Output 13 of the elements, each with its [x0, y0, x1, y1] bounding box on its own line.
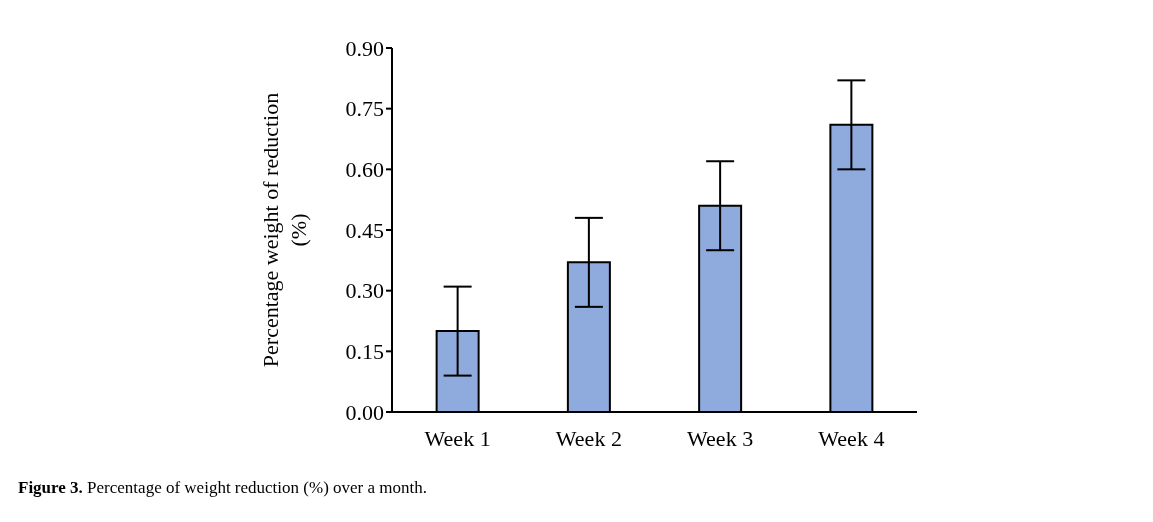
y-tick-label: 0.45: [345, 217, 384, 243]
x-tick-label: Week 1: [424, 425, 491, 451]
y-tick-label: 0.30: [345, 278, 384, 304]
y-tick-label: 0.15: [345, 339, 384, 365]
caption: Figure 3. Percentage of weight reduction (%) over a month.: [18, 478, 428, 498]
y-tick-label: 0.60: [345, 157, 384, 183]
x-tick-label: Week 2: [555, 425, 622, 451]
y-tick-label: 0.00: [345, 399, 384, 425]
y-axis-title: Percentage weight of reduction (%): [258, 92, 311, 368]
x-tick-label: Week 3: [687, 425, 754, 451]
x-tick-label: Week 4: [818, 425, 885, 451]
y-tick-label: 0.75: [345, 96, 384, 122]
y-tick-label: 0.90: [345, 35, 384, 61]
